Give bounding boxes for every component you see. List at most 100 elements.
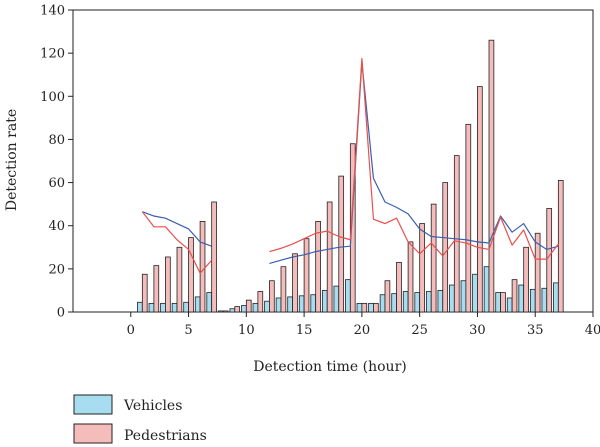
bar-pedestrians-31	[488, 39, 495, 313]
bar-vehicles-16	[310, 294, 317, 313]
bar-pedestrians-17	[326, 201, 333, 313]
bar-vehicles-34	[518, 284, 525, 313]
x-tick-label-5: 5	[184, 323, 192, 338]
bar-vehicles-32	[495, 292, 501, 313]
x-tick-label-0: 0	[127, 323, 135, 338]
bar-vehicles-10	[241, 305, 247, 313]
y-axis-title: Detection rate	[4, 109, 20, 211]
bar-pedestrians-4	[176, 246, 183, 313]
bar-vehicles-21	[368, 302, 374, 313]
bar-pedestrians-19	[349, 143, 356, 313]
bar-vehicles-1	[137, 301, 143, 313]
x-tick-label-25: 25	[411, 323, 428, 338]
y-tick-label-80: 80	[48, 133, 65, 148]
bar-pedestrians-7	[211, 201, 217, 313]
bar-pedestrians-11	[257, 291, 264, 313]
bar-vehicles-36	[541, 287, 548, 313]
bar-pedestrians-33	[511, 279, 518, 313]
bar-pedestrians-3	[165, 256, 171, 313]
legend-swatch-vehicles	[73, 394, 113, 415]
bar-pedestrians-35	[534, 232, 541, 313]
x-tick-label-15: 15	[296, 323, 313, 338]
x-tick-label-30: 30	[469, 323, 486, 338]
bar-pedestrians-1	[141, 273, 148, 313]
x-tick-label-35: 35	[527, 323, 544, 338]
bar-pedestrians-5	[188, 237, 194, 313]
bar-vehicles-30	[472, 273, 478, 313]
bar-pedestrians-28	[453, 155, 460, 313]
bar-vehicles-7	[206, 292, 213, 313]
bar-vehicles-12	[264, 300, 270, 313]
bar-pedestrians-34	[523, 246, 529, 313]
bar-pedestrians-36	[546, 208, 553, 313]
plot-frame	[72, 9, 594, 313]
bar-pedestrians-24	[407, 241, 414, 313]
bar-pedestrians-22	[384, 280, 391, 313]
x-axis-title: Detection time (hour)	[253, 359, 406, 375]
bar-vehicles-5	[183, 301, 189, 313]
bar-vehicles-2	[148, 302, 155, 313]
bar-pedestrians-18	[338, 175, 345, 313]
bar-pedestrians-25	[419, 223, 425, 313]
bar-pedestrians-10	[245, 299, 252, 313]
bar-pedestrians-6	[199, 220, 206, 313]
bar-vehicles-17	[321, 290, 328, 313]
trend-line-2	[141, 57, 559, 274]
bar-vehicles-25	[414, 292, 421, 313]
y-tick-label-140: 140	[40, 4, 65, 19]
bar-vehicles-15	[298, 295, 305, 313]
bar-pedestrians-16	[315, 220, 321, 313]
bar-vehicles-26	[425, 291, 432, 313]
y-tick-label-40: 40	[48, 219, 65, 234]
bar-vehicles-33	[506, 297, 513, 313]
bar-vehicles-14	[287, 296, 293, 313]
bar-vehicles-19	[345, 279, 351, 313]
bar-pedestrians-30	[477, 86, 483, 313]
bar-vehicles-4	[171, 302, 178, 313]
legend-label-pedestrians: Pedestrians	[124, 428, 207, 444]
x-tick-label-20: 20	[354, 323, 371, 338]
bar-pedestrians-37	[557, 180, 564, 313]
bar-vehicles-35	[529, 288, 536, 313]
bar-vehicles-23	[391, 293, 397, 313]
bar-pedestrians-21	[373, 302, 379, 313]
plot-area-border	[72, 9, 594, 313]
bar-pedestrians-29	[465, 123, 472, 313]
bar-vehicles-27	[437, 290, 444, 313]
bar-pedestrians-27	[442, 182, 449, 313]
bar-pedestrians-26	[430, 203, 437, 313]
y-tick-label-20: 20	[48, 262, 65, 277]
x-tick-label-40: 40	[585, 323, 600, 338]
bar-pedestrians-12	[269, 280, 275, 313]
bar-pedestrians-9	[234, 306, 241, 313]
x-tick-label-10: 10	[238, 323, 255, 338]
y-tick-label-0: 0	[57, 306, 65, 321]
bar-vehicles-24	[402, 291, 409, 313]
axes-layer: 0 20 40 60 80 100 120 140 0 5 10 15 20 25 30 35 40	[40, 4, 600, 339]
bar-pedestrians-13	[280, 266, 287, 313]
bar-vehicles-20	[356, 302, 363, 313]
bar-vehicles-28	[449, 284, 455, 313]
bar-pedestrians-8	[222, 310, 229, 313]
bar-pedestrians-20	[361, 302, 368, 313]
bar-vehicles-37	[553, 282, 559, 313]
legend-swatch-pedestrians	[73, 423, 113, 444]
y-tick-label-60: 60	[48, 176, 65, 191]
bar-vehicles-3	[160, 302, 166, 313]
bar-pedestrians-32	[500, 292, 506, 313]
bar-pedestrians-14	[292, 253, 298, 313]
y-tick-label-120: 120	[40, 47, 65, 62]
bar-vehicles-18	[333, 285, 340, 313]
y-tick-label-100: 100	[40, 90, 65, 105]
bars-layer	[137, 39, 564, 313]
bar-pedestrians-15	[303, 238, 310, 313]
bar-vehicles-31	[483, 266, 490, 313]
bar-vehicles-8	[217, 310, 224, 313]
lines-layer	[141, 57, 559, 274]
bar-vehicles-9	[229, 308, 236, 313]
legend: Vehicles Pedestrians	[73, 394, 207, 444]
legend-label-vehicles: Vehicles	[123, 398, 182, 414]
bar-vehicles-11	[252, 302, 259, 313]
bar-vehicles-13	[275, 297, 282, 313]
